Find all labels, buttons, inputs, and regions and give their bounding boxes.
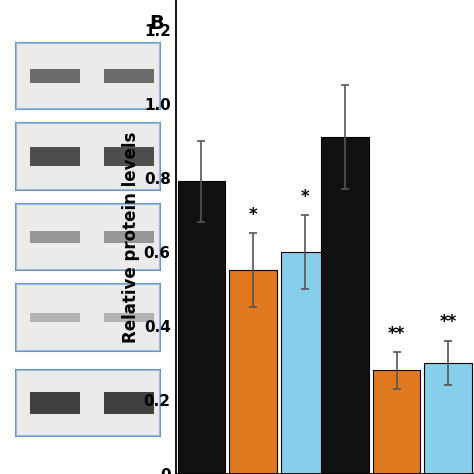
Bar xyxy=(104,147,154,166)
Y-axis label: Relative protein levels: Relative protein levels xyxy=(121,131,139,343)
Bar xyxy=(30,313,80,322)
Bar xyxy=(16,123,160,190)
Bar xyxy=(104,313,154,322)
Text: B: B xyxy=(149,14,164,33)
Bar xyxy=(30,69,80,83)
Bar xyxy=(30,147,80,166)
Bar xyxy=(16,284,160,351)
Bar xyxy=(16,284,160,351)
Bar xyxy=(30,231,80,243)
Bar xyxy=(424,363,472,474)
Bar xyxy=(321,137,369,474)
Bar xyxy=(16,370,160,436)
Bar xyxy=(104,231,154,243)
Text: **: ** xyxy=(439,313,457,331)
Bar xyxy=(16,370,160,436)
Bar xyxy=(30,392,80,413)
Bar xyxy=(373,370,420,474)
Bar xyxy=(16,204,160,270)
Bar xyxy=(16,43,160,109)
Text: *: * xyxy=(249,206,257,224)
Bar xyxy=(16,43,160,109)
Bar xyxy=(281,252,328,474)
Bar xyxy=(16,123,160,190)
Bar xyxy=(104,392,154,413)
Bar xyxy=(178,182,225,474)
Bar xyxy=(229,270,277,474)
Bar xyxy=(16,204,160,270)
Text: **: ** xyxy=(388,325,405,343)
Bar xyxy=(104,69,154,83)
Text: *: * xyxy=(301,188,309,206)
